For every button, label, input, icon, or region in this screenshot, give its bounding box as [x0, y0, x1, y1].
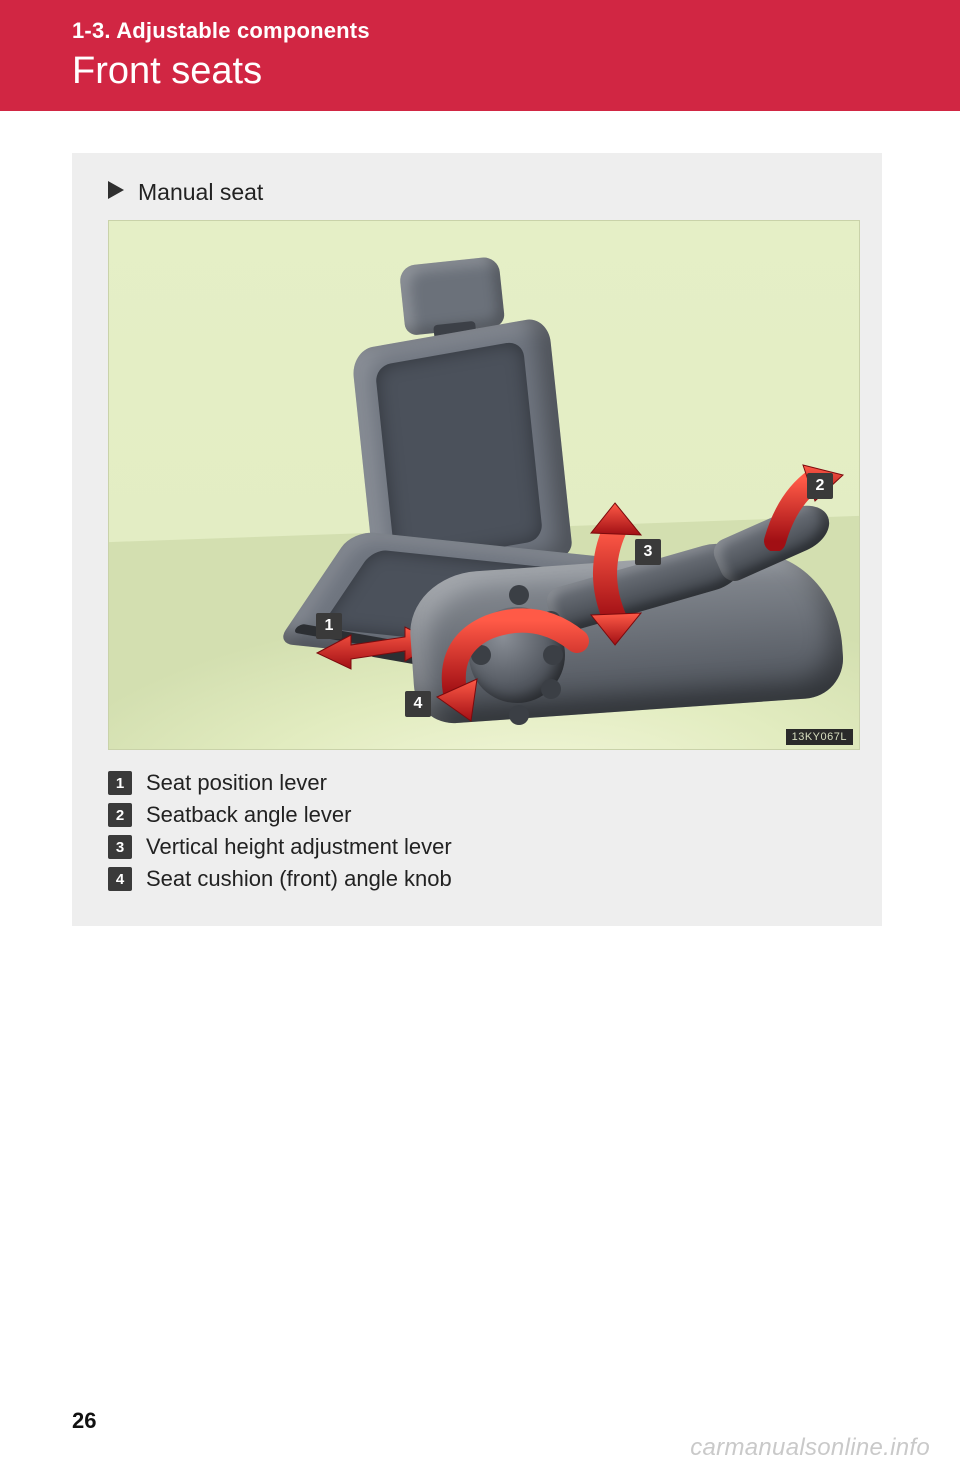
legend-num-4: 4: [108, 867, 132, 891]
legend-row: 2 Seatback angle lever: [108, 802, 860, 828]
page-title: Front seats: [72, 50, 960, 93]
manual-page: 1-3. Adjustable components Front seats M…: [0, 0, 960, 1484]
legend-row: 3 Vertical height adjustment lever: [108, 834, 860, 860]
content-panel: Manual seat: [72, 153, 882, 926]
watermark: carmanualsonline.info: [690, 1434, 930, 1462]
legend: 1 Seat position lever 2 Seatback angle l…: [108, 770, 860, 892]
legend-row: 1 Seat position lever: [108, 770, 860, 796]
legend-text-1: Seat position lever: [146, 770, 327, 796]
page-number: 26: [72, 1408, 96, 1434]
callout-4: 4: [405, 691, 431, 717]
figure-code: 13KY067L: [786, 729, 853, 745]
arrow-seatback-angle: [757, 459, 849, 551]
legend-text-3: Vertical height adjustment lever: [146, 834, 452, 860]
legend-text-2: Seatback angle lever: [146, 802, 351, 828]
callout-1: 1: [316, 613, 342, 639]
callout-3: 3: [635, 539, 661, 565]
legend-num-2: 2: [108, 803, 132, 827]
legend-num-1: 1: [108, 771, 132, 795]
legend-text-4: Seat cushion (front) angle knob: [146, 866, 452, 892]
callout-2: 2: [807, 473, 833, 499]
legend-num-3: 3: [108, 835, 132, 859]
section-label: 1-3. Adjustable components: [72, 18, 960, 44]
sub-heading: Manual seat: [108, 179, 860, 206]
triangle-bullet-icon: [108, 181, 124, 204]
arrow-knob-rotate: [427, 601, 597, 731]
seat-figure: 1 2 3 4 13KY067L: [108, 220, 860, 750]
page-header: 1-3. Adjustable components Front seats: [0, 0, 960, 111]
legend-row: 4 Seat cushion (front) angle knob: [108, 866, 860, 892]
sub-heading-text: Manual seat: [138, 179, 263, 206]
